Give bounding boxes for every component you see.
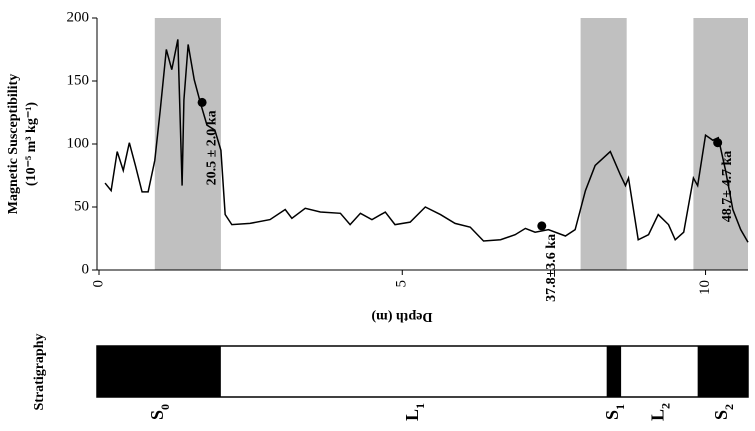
stratigraphy-title: Stratigraphy (32, 334, 47, 411)
y-tick-label: 0 (82, 261, 90, 277)
x-tick-label: 5 (394, 280, 410, 288)
annotation-label: 37.8±3.6 ka (544, 234, 559, 302)
strata-name: S (711, 410, 731, 420)
data-line (104, 39, 749, 243)
strata-label: L1 (402, 403, 427, 421)
strata-unit (220, 346, 607, 397)
strata-unit (97, 346, 221, 397)
strata-sub: 1 (613, 404, 627, 410)
strata-label: S2 (711, 404, 736, 420)
annotation-label: 48.7± 4.7 ka (720, 151, 735, 222)
strata-frame (96, 345, 749, 398)
strata-label: S0 (147, 404, 172, 420)
x-tick-label: 0 (90, 280, 106, 288)
shaded-band (580, 18, 627, 270)
strata-name: L (402, 409, 422, 421)
strata-unit (606, 346, 622, 397)
y-tick-label: 100 (67, 135, 90, 151)
strata-name: L (648, 409, 668, 421)
strata-name: S (602, 410, 622, 420)
strata-sub: 0 (158, 404, 172, 410)
strata-name: S (147, 410, 167, 420)
y-tick-label: 50 (74, 198, 89, 214)
annotation-point (713, 138, 723, 148)
strata-sub: 1 (413, 403, 427, 409)
annotation-point (537, 221, 547, 231)
x-axis-label: Depth (m) (371, 309, 432, 324)
strata-sub: 2 (722, 404, 736, 410)
y-tick-label: 150 (67, 72, 90, 88)
strata-unit (697, 346, 748, 397)
strata-sub: 2 (658, 403, 672, 409)
strata-label: S1 (602, 404, 627, 420)
y-tick-label: 200 (67, 9, 90, 25)
annotation-label: 20.5 ± 2.0 ka (204, 110, 219, 185)
strata-unit (621, 346, 698, 397)
strata-label: L2 (648, 403, 673, 421)
x-tick-label: 10 (697, 280, 713, 295)
y-axis-label: Magnetic Susceptibility (6, 74, 21, 214)
annotation-point (197, 97, 207, 107)
y-axis-unit: (10⁻⁵ m³ kg⁻¹) (24, 102, 39, 186)
